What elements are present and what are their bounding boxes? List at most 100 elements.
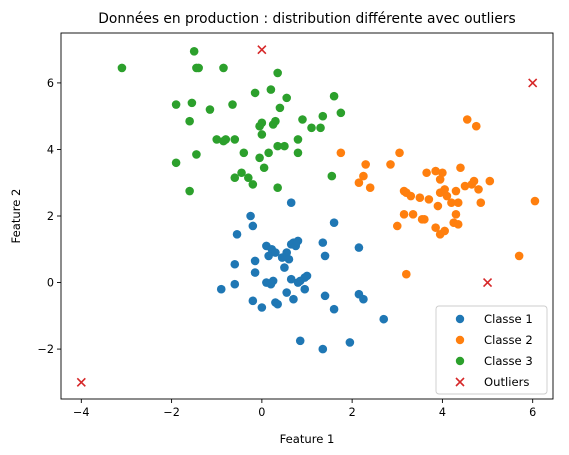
data-point-series-1 (318, 344, 328, 354)
x-tick-label: −2 (163, 406, 180, 419)
x-tick-label: 2 (349, 406, 356, 419)
data-point-series-2 (431, 223, 440, 232)
data-point-series-2 (433, 201, 443, 211)
data-point-series-1 (264, 251, 273, 261)
data-point-series-2 (440, 226, 449, 236)
legend-label-classe-1: Classe 1 (484, 312, 533, 326)
data-point-series-3 (219, 63, 228, 73)
data-point-series-2 (438, 168, 447, 178)
data-point-series-1 (359, 294, 368, 304)
data-point-series-2 (431, 166, 440, 176)
data-point-series-1 (345, 338, 355, 347)
y-tick-label: 2 (47, 210, 54, 223)
data-point-series-1 (284, 254, 294, 264)
data-point-series-3 (230, 135, 240, 144)
data-point-series-1 (266, 279, 276, 289)
data-point-series-3 (271, 116, 280, 126)
data-point-series-2 (485, 176, 495, 186)
legend-item-classe-1: Classe 1 (455, 312, 533, 326)
data-point-series-2 (361, 160, 370, 169)
data-point-series-3 (293, 135, 303, 144)
data-point-series-2 (408, 210, 418, 219)
data-point-series-1 (300, 284, 310, 294)
legend-label-classe-3: Classe 3 (484, 354, 533, 368)
data-point-series-2 (424, 195, 434, 204)
y-tick-label: 6 (47, 77, 54, 90)
data-point-series-2 (415, 193, 425, 202)
data-point-series-1 (286, 198, 296, 207)
data-point-series-3 (255, 153, 264, 163)
y-axis-ticks: −2 0 2 4 6 (38, 77, 61, 356)
data-point-series-1 (282, 288, 291, 297)
data-point-series-1 (295, 336, 305, 346)
data-point-series-1 (295, 276, 305, 286)
data-point-series-3 (307, 123, 316, 133)
data-point-series-3 (244, 173, 253, 183)
data-point-series-3 (187, 98, 197, 108)
data-point-series-3 (280, 141, 289, 151)
data-point-series-2 (392, 221, 402, 231)
data-point-series-1 (230, 279, 240, 289)
data-point-series-2 (420, 215, 429, 224)
data-point-series-1 (280, 263, 289, 272)
data-point-series-2 (462, 115, 472, 124)
data-point-series-1 (216, 284, 226, 294)
data-point-series-1 (329, 218, 339, 227)
x-axis-ticks: −4 −2 0 2 4 6 (73, 399, 536, 419)
data-point-series-3 (336, 108, 346, 118)
data-point-series-1 (250, 256, 260, 266)
x-tick-label: −4 (73, 406, 90, 419)
legend-label-classe-2: Classe 2 (484, 333, 533, 347)
legend-box (435, 305, 548, 395)
data-point-series-1 (273, 299, 282, 309)
data-point-series-2 (354, 178, 364, 188)
chart-title: Données en production : distribution dif… (98, 11, 515, 27)
legend-marker-classe-3 (455, 356, 465, 366)
x-tick-label: 4 (439, 406, 446, 419)
data-point-series-2 (469, 176, 479, 186)
legend-item-outliers: Outliers (455, 375, 529, 389)
data-point-series-1 (302, 271, 312, 281)
legend: Classe 1 Classe 2 Classe 3 Outliers (435, 305, 548, 395)
data-point-series-3 (117, 63, 127, 73)
data-point-series-3 (257, 130, 267, 139)
data-point-series-2 (440, 185, 449, 194)
data-point-series-1 (232, 230, 242, 239)
data-point-series-2 (359, 171, 368, 181)
data-point-series-3 (185, 186, 194, 196)
outlier-marker (528, 78, 538, 88)
data-point-series-2 (530, 196, 540, 206)
y-tick-label: 0 (47, 277, 54, 290)
data-point-series-1 (277, 253, 287, 262)
plot-points (76, 45, 540, 387)
data-point-series-2 (386, 160, 395, 169)
data-point-series-3 (273, 68, 282, 78)
data-point-series-2 (474, 185, 483, 194)
data-point-series-3 (185, 116, 194, 126)
legend-marker-outliers (455, 377, 465, 387)
outlier-marker (76, 377, 86, 387)
data-point-series-1 (318, 238, 328, 247)
x-axis-label: Feature 1 (280, 432, 335, 446)
legend-label-outliers: Outliers (484, 375, 529, 389)
data-point-series-2 (456, 163, 465, 173)
x-tick-label: 6 (529, 406, 536, 419)
data-point-series-3 (250, 88, 260, 98)
data-point-series-2 (395, 148, 404, 158)
data-point-series-1 (257, 303, 267, 312)
data-point-series-3 (230, 173, 240, 183)
y-tick-label: −2 (38, 343, 55, 356)
data-point-series-1 (293, 236, 303, 246)
data-point-series-3 (259, 163, 269, 173)
outlier-marker (257, 45, 267, 55)
data-point-series-3 (171, 100, 181, 109)
data-point-series-1 (248, 221, 258, 231)
data-point-series-2 (422, 168, 431, 178)
data-point-series-2 (476, 198, 486, 207)
data-point-series-2 (514, 251, 524, 261)
data-point-series-3 (255, 121, 264, 131)
data-point-series-2 (435, 175, 445, 184)
data-point-series-1 (271, 248, 280, 257)
legend-item-classe-2: Classe 2 (455, 333, 533, 347)
